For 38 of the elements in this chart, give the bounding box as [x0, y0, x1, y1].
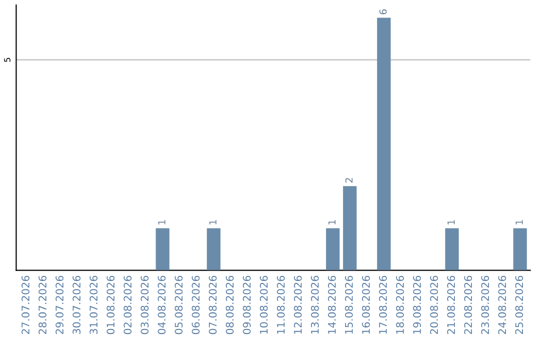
x-tick-label: 02.08.2026 — [124, 276, 132, 334]
x-tick-label: 05.08.2026 — [174, 276, 183, 334]
x-tick-label: 12.08.2026 — [294, 276, 302, 334]
x-tick-label: 22.08.2026 — [464, 276, 472, 334]
x-tick-label: 25.08.2026 — [515, 276, 524, 334]
data-label: 1 — [448, 220, 455, 224]
x-tick-label: 03.08.2026 — [140, 276, 149, 334]
x-tick-label: 09.08.2026 — [242, 276, 251, 334]
y-tick-label: 5 — [4, 58, 10, 62]
x-tick-label: 04.08.2026 — [158, 276, 166, 334]
x-tick-label: 13.08.2026 — [310, 276, 319, 334]
data-label: 1 — [328, 220, 336, 224]
x-tick-label: 10.08.2026 — [260, 276, 268, 334]
x-tick-label: 17.08.2026 — [379, 276, 387, 334]
x-tick-label: 07.08.2026 — [208, 276, 217, 334]
x-tick-label: 20.08.2026 — [430, 276, 438, 334]
x-tick-label: 15.08.2026 — [344, 276, 353, 334]
data-label: 1 — [209, 220, 216, 224]
x-tick-label: 23.08.2026 — [481, 276, 490, 334]
x-tick-label: 08.08.2026 — [226, 276, 234, 334]
x-tick-label: 24.08.2026 — [498, 276, 506, 334]
x-tick-label: 28.07.2026 — [38, 276, 46, 334]
data-label: 1 — [516, 220, 523, 224]
x-tick-label: 14.08.2026 — [328, 276, 336, 334]
x-tick-label: 30.07.2026 — [72, 276, 81, 334]
x-tick-label: 16.08.2026 — [362, 276, 370, 334]
x-tick-label: 31.07.2026 — [90, 276, 98, 334]
x-tick-label: 21.08.2026 — [447, 276, 455, 334]
x-tick-label: 29.07.2026 — [56, 276, 64, 334]
x-tick-label: 06.08.2026 — [192, 276, 200, 334]
x-tick-label: 27.07.2026 — [22, 276, 30, 334]
x-tick-label: 01.08.2026 — [106, 276, 115, 334]
x-tick-label: 19.08.2026 — [413, 276, 421, 334]
x-tick-label: 11.08.2026 — [276, 276, 285, 334]
x-tick-label: 18.08.2026 — [396, 276, 404, 334]
data-label: 6 — [379, 9, 387, 14]
data-label: 1 — [158, 220, 166, 224]
data-label: 2 — [345, 178, 353, 183]
